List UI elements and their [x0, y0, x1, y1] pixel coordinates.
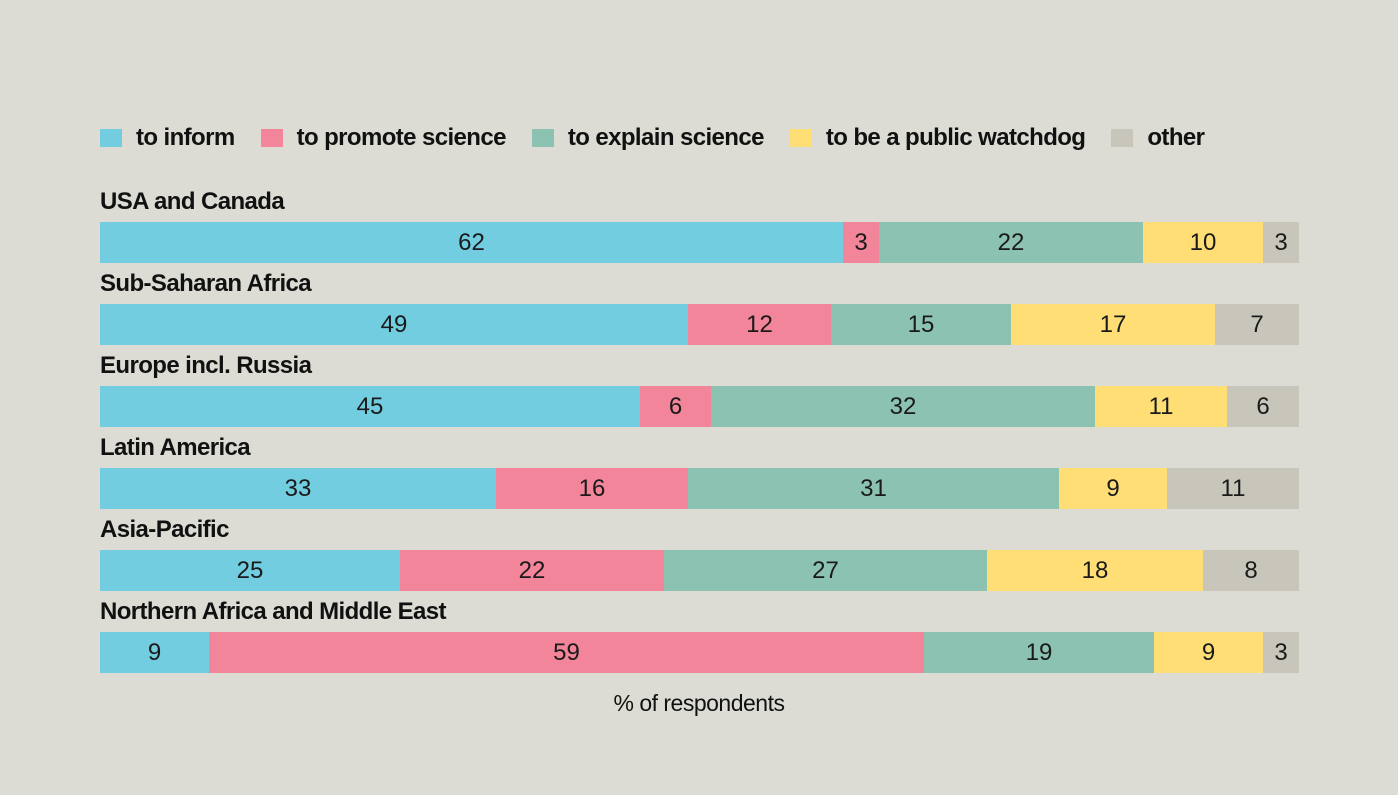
bar-segment: 6: [640, 386, 711, 427]
legend-item: to be a public watchdog: [789, 124, 1086, 152]
x-axis-label: % of respondents: [613, 690, 785, 716]
category-label: USA and Canada: [100, 188, 285, 215]
stacked-bar: 25 22 27 18 8: [100, 550, 1299, 591]
bar-segment: 32: [711, 386, 1095, 427]
bar-segment: 18: [987, 550, 1203, 591]
bar-segment: 19: [924, 632, 1154, 673]
stacked-bar: 33 16 31 9 11: [100, 468, 1299, 509]
legend: to inform to promote science to explain sc…: [100, 124, 1230, 152]
bar-segment: 45: [100, 386, 640, 427]
bar-segment: 3: [1263, 222, 1299, 263]
data-label: 27: [812, 556, 839, 584]
stacked-bar: 49 12 15 17 7: [100, 304, 1299, 345]
bar-segment: 9: [1059, 468, 1167, 509]
data-label: 33: [284, 474, 312, 502]
legend-swatch: [789, 129, 812, 147]
bar-segment: 22: [879, 222, 1143, 263]
bar-segment: 12: [688, 304, 831, 345]
data-label: 3: [1274, 228, 1288, 256]
stacked-bar: 45 6 32 11 6: [100, 386, 1299, 427]
bar-segment: 8: [1203, 550, 1299, 591]
data-label: 25: [236, 556, 264, 584]
data-label: 15: [907, 310, 935, 338]
legend-label: to promote science: [296, 124, 507, 151]
bar-segment: 3: [1263, 632, 1299, 673]
data-label: 7: [1250, 310, 1264, 338]
data-label: 8: [1244, 556, 1258, 584]
bar-segment: 27: [664, 550, 987, 591]
bar-segment: 10: [1143, 222, 1263, 263]
data-label: 32: [889, 392, 917, 420]
bar-segment: 9: [1154, 632, 1263, 673]
bar-segment: 49: [100, 304, 688, 345]
bar-segment: 11: [1167, 468, 1299, 509]
category-label: Latin America: [100, 434, 251, 461]
data-label: 9: [1201, 638, 1216, 666]
legend-item: other: [1111, 124, 1205, 152]
category-label: Asia-Pacific: [100, 516, 229, 543]
legend-label: to explain science: [567, 124, 765, 151]
data-label: 9: [147, 638, 162, 666]
category-label: Northern Africa and Middle East: [100, 598, 447, 625]
data-label: 9: [1106, 474, 1120, 502]
bar-segment: 11: [1095, 386, 1227, 427]
legend-item: to promote science: [260, 124, 507, 152]
legend-label: to inform: [136, 124, 235, 151]
data-label: 3: [1274, 638, 1288, 666]
bar-segment: 22: [400, 550, 664, 591]
data-label: 31: [860, 474, 887, 502]
legend-label: other: [1147, 124, 1205, 151]
data-label: 17: [1099, 310, 1127, 338]
data-label: 22: [518, 556, 546, 584]
data-label: 6: [1256, 392, 1270, 420]
data-label: 62: [458, 228, 485, 256]
data-label: 45: [356, 392, 384, 420]
data-label: 59: [553, 638, 580, 666]
legend-label: to be a public watchdog: [825, 124, 1086, 151]
legend-item: to explain science: [531, 124, 765, 152]
bar-segment: 17: [1011, 304, 1215, 345]
legend-swatch: [531, 129, 554, 147]
stacked-bar: 9 59 19 9 3: [100, 632, 1299, 673]
data-label: 22: [997, 228, 1025, 256]
data-label: 19: [1025, 638, 1053, 666]
bar-segment: 31: [688, 468, 1059, 509]
bar-segment: 6: [1227, 386, 1299, 427]
bar-segment: 9: [100, 632, 209, 673]
category-label: Europe incl. Russia: [100, 352, 312, 379]
data-label: 3: [854, 228, 868, 256]
legend-swatch: [1111, 129, 1134, 147]
data-label: 11: [1148, 392, 1174, 420]
data-label: 11: [1220, 474, 1246, 502]
bar-segment: 59: [209, 632, 924, 673]
legend-swatch: [100, 129, 122, 147]
data-label: 6: [668, 392, 683, 420]
bar-segment: 3: [843, 222, 879, 263]
bar-segment: 16: [496, 468, 688, 509]
bar-segment: 33: [100, 468, 496, 509]
category-label: Sub-Saharan Africa: [100, 270, 312, 297]
data-label: 18: [1081, 556, 1109, 584]
data-label: 49: [380, 310, 408, 338]
bar-segment: 62: [100, 222, 843, 263]
legend-swatch: [260, 129, 283, 147]
legend-item: to inform: [100, 124, 235, 152]
bar-segment: 7: [1215, 304, 1299, 345]
bar-segment: 25: [100, 550, 400, 591]
data-label: 12: [746, 310, 773, 338]
bar-segment: 15: [831, 304, 1011, 345]
data-label: 10: [1189, 228, 1217, 256]
stacked-bar: 62 3 22 10 3: [100, 222, 1299, 263]
data-label: 16: [578, 474, 606, 502]
